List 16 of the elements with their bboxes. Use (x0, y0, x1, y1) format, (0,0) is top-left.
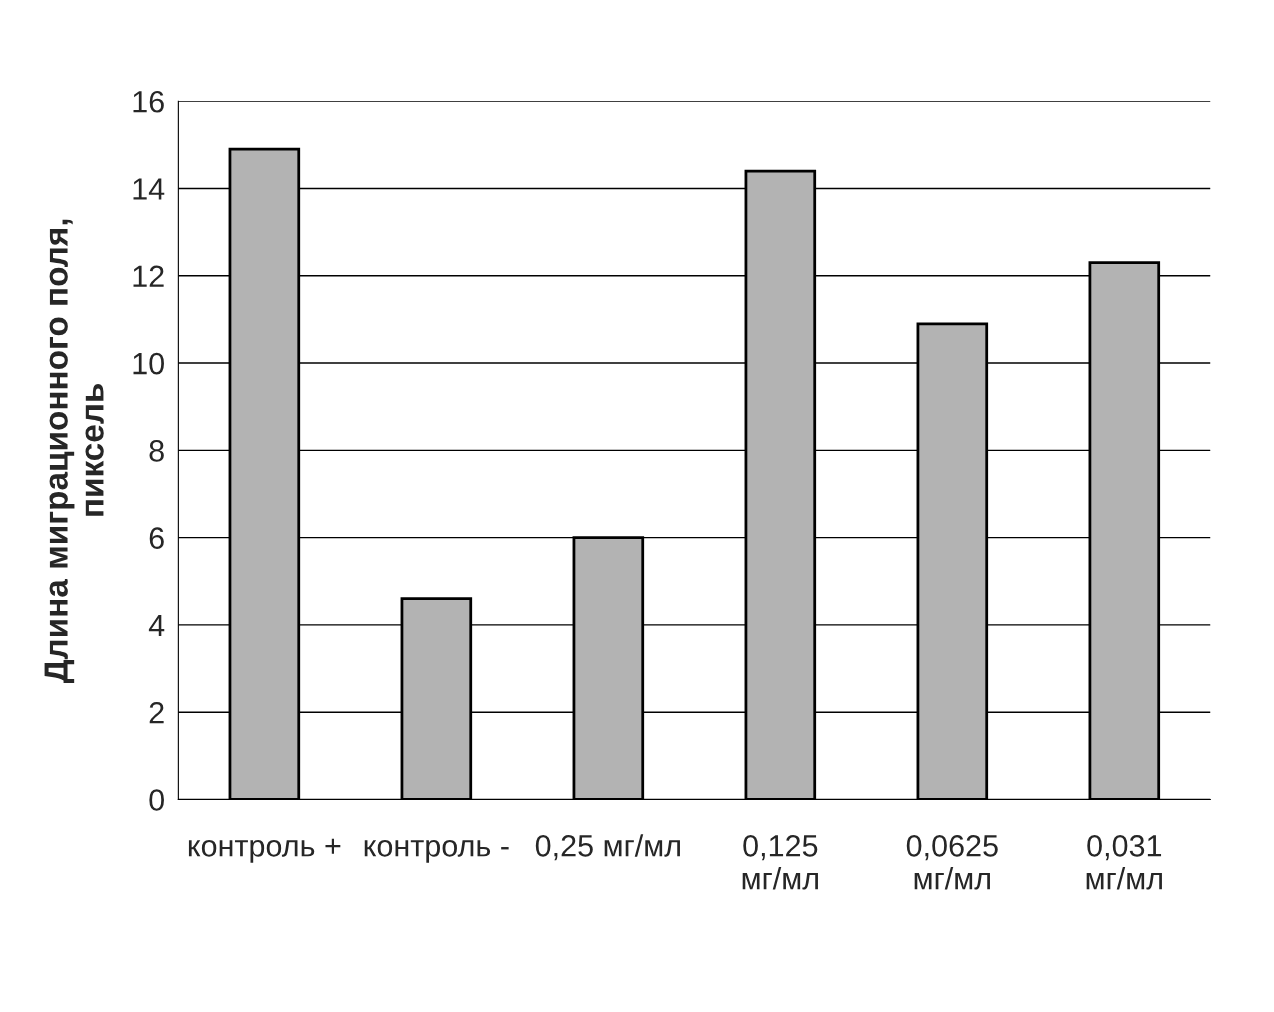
x-tick-label: 0,0625 мг/мл (906, 835, 998, 890)
y-tick-label: 2 (149, 701, 164, 724)
y-tick-label: 4 (148, 614, 165, 636)
x-tick-label: 0,25 мг/мл (535, 834, 680, 861)
y-tick-label: 0 (149, 789, 164, 811)
y-tick-label: 16 (133, 90, 164, 113)
y-tick-label: 14 (133, 178, 165, 200)
y-axis-title: Длина миграционного поля, пиксель (44, 219, 104, 683)
x-tick-label: контроль + (188, 838, 341, 863)
x-tick-label: 0,125 мг/мл (742, 835, 818, 890)
y-tick-label: 10 (133, 352, 164, 375)
y-tick-label: 12 (133, 265, 164, 287)
y-tick-label: 8 (149, 440, 164, 462)
x-tick-label: 0,031 мг/мл (1086, 835, 1162, 890)
x-tick-label: контроль - (364, 839, 509, 863)
y-tick-label: 6 (149, 527, 164, 549)
